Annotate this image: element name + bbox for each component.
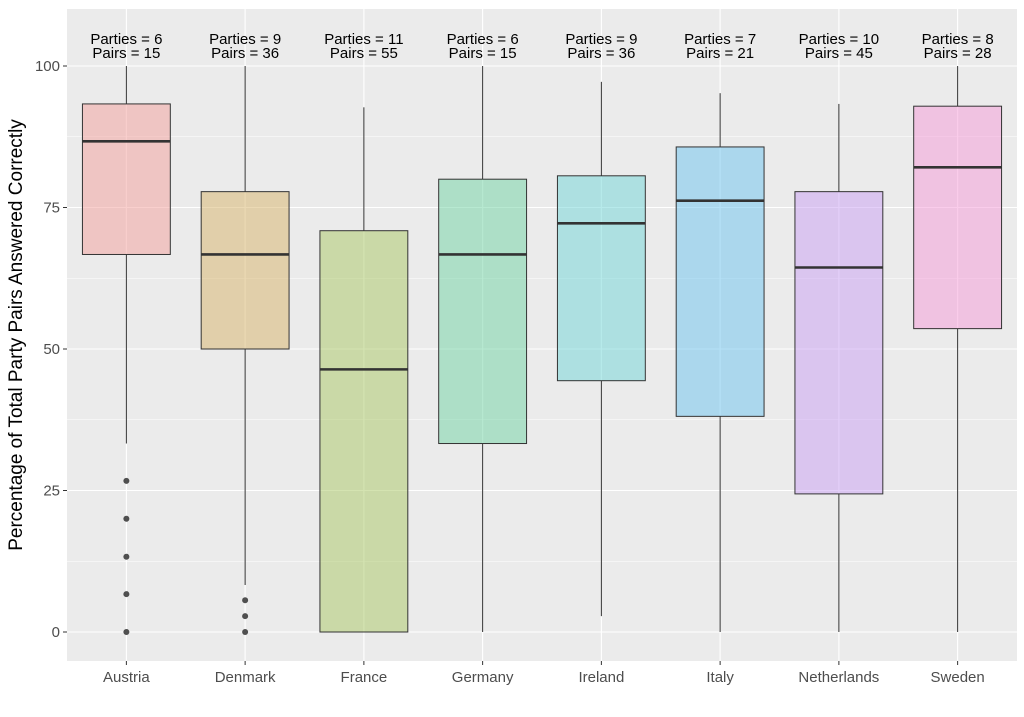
- axis-layer: 0 25 50 75 100 Austria Denmark France Germany Ire…: [35, 58, 985, 686]
- parties-annotation: Parties = 7: [684, 31, 756, 48]
- pairs-annotation: Pairs = 45: [805, 45, 873, 62]
- box-iqr: [913, 105, 1003, 330]
- y-tick-label: 25: [43, 483, 60, 500]
- outlier-point: [123, 515, 130, 522]
- x-tick-label: Germany: [452, 669, 514, 686]
- box-iqr: [81, 103, 171, 255]
- box-iqr: [438, 178, 528, 445]
- x-tick-label: Austria: [103, 669, 150, 686]
- outlier-point: [123, 477, 130, 484]
- pairs-annotation: Pairs = 36: [567, 45, 635, 62]
- y-axis-title: Percentage of Total Party Pairs Answered…: [6, 119, 27, 551]
- x-tick-label: Sweden: [931, 669, 985, 686]
- parties-annotation: Parties = 6: [447, 31, 519, 48]
- box-italy: [675, 93, 765, 632]
- pairs-annotation: Pairs = 15: [92, 45, 160, 62]
- outlier-point: [123, 629, 130, 635]
- x-tick-label: Denmark: [215, 669, 276, 686]
- box-iqr: [319, 230, 409, 633]
- x-tick-label: Ireland: [578, 669, 624, 686]
- outlier-point: [242, 613, 249, 620]
- outlier-point: [123, 553, 130, 560]
- pairs-annotation: Pairs = 28: [924, 45, 992, 62]
- box-iqr: [794, 191, 884, 495]
- x-tick-label: Italy: [706, 669, 734, 686]
- pairs-annotation: Pairs = 15: [449, 45, 517, 62]
- parties-annotation: Parties = 6: [90, 31, 162, 48]
- pairs-annotation: Pairs = 36: [211, 45, 279, 62]
- box-ireland: [556, 81, 646, 617]
- y-tick-label: 100: [35, 58, 60, 75]
- x-tick-label: France: [341, 669, 388, 686]
- parties-annotation: Parties = 11: [324, 31, 403, 48]
- box-iqr: [556, 175, 646, 382]
- box-sweden: [913, 66, 1003, 632]
- parties-annotation: Parties = 9: [209, 31, 281, 48]
- box-iqr: [675, 146, 765, 417]
- box-austria: [81, 66, 171, 635]
- pairs-annotation: Pairs = 21: [686, 45, 754, 62]
- box-iqr: [200, 191, 290, 350]
- box-france: [319, 107, 409, 633]
- box-germany: [438, 66, 528, 632]
- box-denmark: [200, 66, 290, 635]
- parties-annotation: Parties = 10: [799, 31, 879, 48]
- outlier-point: [242, 597, 249, 604]
- box-layer: [81, 66, 1003, 635]
- y-tick-label: 50: [43, 341, 60, 358]
- outlier-point: [242, 629, 249, 635]
- outlier-point: [123, 591, 130, 598]
- y-tick-label: 75: [43, 200, 60, 217]
- y-tick-label: 0: [52, 624, 60, 641]
- parties-annotation: Parties = 9: [565, 31, 637, 48]
- box-netherlands: [794, 103, 884, 632]
- pairs-annotation: Pairs = 55: [330, 45, 398, 62]
- parties-annotation: Parties = 8: [922, 31, 994, 48]
- x-tick-label: Netherlands: [798, 669, 879, 686]
